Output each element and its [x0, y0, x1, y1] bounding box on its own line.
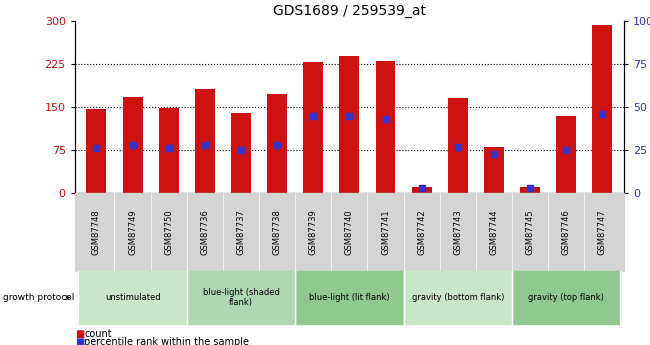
Text: GSM87743: GSM87743 — [453, 209, 462, 255]
Point — [597, 111, 608, 117]
Text: GSM87749: GSM87749 — [128, 209, 137, 255]
Text: gravity (top flank): gravity (top flank) — [528, 293, 604, 302]
Text: percentile rank within the sample: percentile rank within the sample — [84, 337, 250, 345]
Point — [417, 185, 427, 191]
Point — [380, 116, 391, 122]
Text: GSM87737: GSM87737 — [237, 209, 246, 255]
Point — [91, 146, 101, 151]
Point — [164, 146, 174, 151]
Text: GSM87745: GSM87745 — [526, 209, 534, 255]
Text: GSM87740: GSM87740 — [345, 209, 354, 255]
Text: ■: ■ — [75, 329, 84, 339]
Text: GSM87750: GSM87750 — [164, 209, 173, 255]
Text: blue-light (shaded
flank): blue-light (shaded flank) — [203, 288, 280, 307]
Text: GSM87748: GSM87748 — [92, 209, 101, 255]
Text: GSM87747: GSM87747 — [598, 209, 607, 255]
Bar — [484, 147, 504, 193]
Text: GSM87738: GSM87738 — [272, 209, 281, 255]
Text: GSM87736: GSM87736 — [200, 209, 209, 255]
Point — [127, 142, 138, 148]
Bar — [376, 61, 395, 193]
Point — [489, 151, 499, 156]
Text: GSM87739: GSM87739 — [309, 209, 318, 255]
Text: GSM87742: GSM87742 — [417, 209, 426, 255]
Bar — [411, 187, 432, 193]
Point — [272, 142, 282, 148]
Point — [200, 142, 210, 148]
Bar — [304, 62, 323, 193]
Point — [561, 147, 571, 153]
Point — [236, 147, 246, 153]
Bar — [448, 98, 468, 193]
Bar — [556, 116, 576, 193]
Text: GSM87744: GSM87744 — [489, 209, 499, 255]
Bar — [339, 56, 359, 193]
Point — [525, 185, 535, 191]
Text: ■: ■ — [75, 337, 84, 345]
Text: unstimulated: unstimulated — [105, 293, 161, 302]
Text: growth protocol: growth protocol — [3, 293, 75, 302]
Bar — [267, 94, 287, 193]
Bar — [231, 113, 251, 193]
Text: blue-light (lit flank): blue-light (lit flank) — [309, 293, 390, 302]
Text: count: count — [84, 329, 112, 339]
Point — [344, 113, 355, 118]
Bar — [86, 109, 107, 193]
Text: GSM87741: GSM87741 — [381, 209, 390, 255]
Bar — [195, 89, 215, 193]
Point — [308, 113, 318, 118]
Bar — [159, 108, 179, 193]
Bar — [520, 187, 540, 193]
Point — [452, 144, 463, 149]
Bar — [592, 25, 612, 193]
Text: gravity (bottom flank): gravity (bottom flank) — [411, 293, 504, 302]
Text: GSM87746: GSM87746 — [562, 209, 571, 255]
Title: GDS1689 / 259539_at: GDS1689 / 259539_at — [273, 4, 426, 18]
Bar — [123, 97, 142, 193]
